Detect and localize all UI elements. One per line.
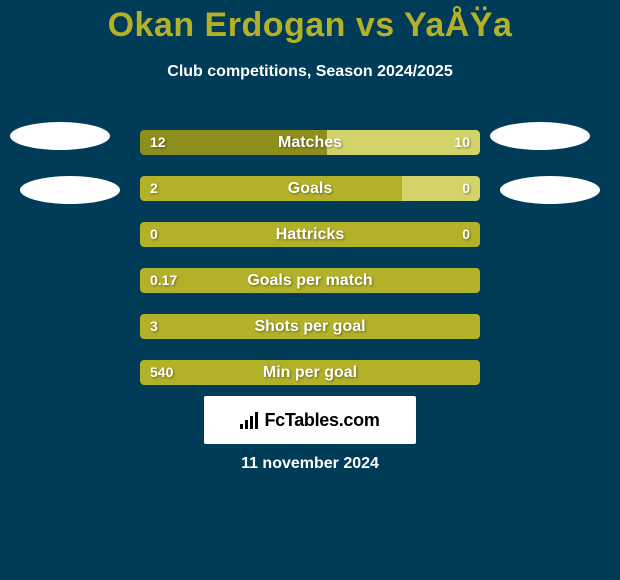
stat-bar-left xyxy=(140,268,480,293)
logo-bars-icon xyxy=(240,411,258,429)
logo-text: FcTables.com xyxy=(264,410,379,431)
stat-bar-track xyxy=(140,176,480,201)
stat-bar-track xyxy=(140,130,480,155)
comparison-title: Okan Erdogan vs YaÅŸa xyxy=(0,0,620,45)
player-photo-placeholder xyxy=(20,176,120,204)
stat-bar-right xyxy=(402,176,480,201)
stat-bar-track xyxy=(140,268,480,293)
stat-row: Shots per goal3 xyxy=(0,303,620,349)
stat-bar-right xyxy=(327,130,480,155)
stats-chart: Matches1210Goals20Hattricks00Goals per m… xyxy=(0,119,620,395)
stat-row: Min per goal540 xyxy=(0,349,620,395)
stat-bar-track xyxy=(140,314,480,339)
stat-row: Hattricks00 xyxy=(0,211,620,257)
stat-row: Goals per match0.17 xyxy=(0,257,620,303)
stat-bar-left xyxy=(140,360,480,385)
player-photo-placeholder xyxy=(490,122,590,150)
stat-bar-left xyxy=(140,130,327,155)
comparison-subtitle: Club competitions, Season 2024/2025 xyxy=(0,63,620,81)
player-photo-placeholder xyxy=(10,122,110,150)
player-photo-placeholder xyxy=(500,176,600,204)
stat-bar-track xyxy=(140,360,480,385)
stat-bar-left xyxy=(140,314,480,339)
generated-date: 11 november 2024 xyxy=(0,455,620,473)
stat-bar-left xyxy=(140,176,402,201)
stat-bar-left xyxy=(140,222,480,247)
stat-bar-track xyxy=(140,222,480,247)
fctables-logo: FcTables.com xyxy=(204,396,416,444)
